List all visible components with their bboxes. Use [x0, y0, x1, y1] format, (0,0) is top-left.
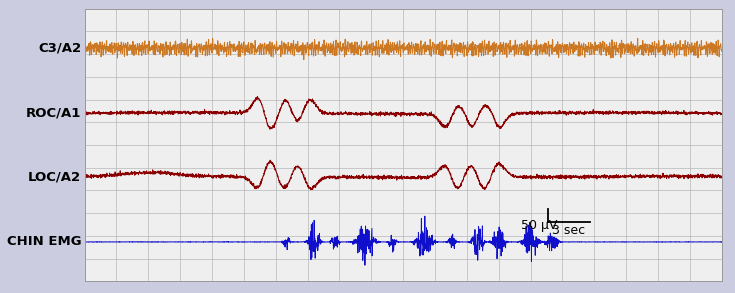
- Text: ROC/A1: ROC/A1: [26, 107, 82, 120]
- Text: LOC/A2: LOC/A2: [28, 170, 82, 183]
- Text: 3 sec: 3 sec: [552, 224, 585, 237]
- Text: CHIN EMG: CHIN EMG: [7, 235, 82, 248]
- Text: C3/A2: C3/A2: [38, 42, 82, 55]
- Text: 50 μV: 50 μV: [521, 219, 557, 232]
